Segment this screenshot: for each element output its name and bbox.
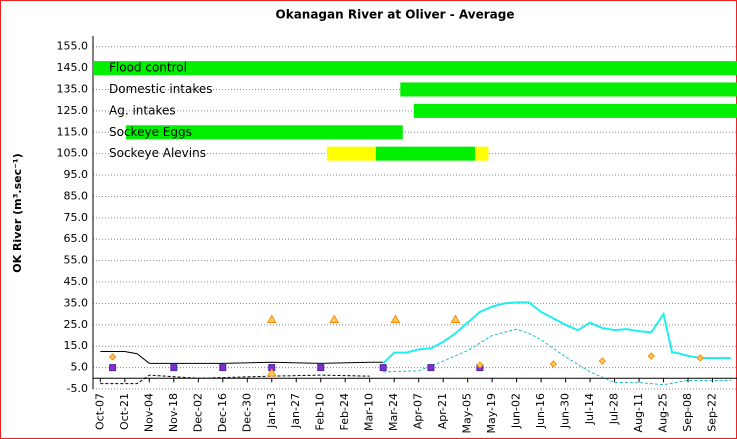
square-marker <box>219 364 227 372</box>
chart-title: Okanagan River at Oliver - Average <box>276 8 515 22</box>
line <box>382 301 731 365</box>
diamond-marker <box>696 354 704 362</box>
x-tick-label: Dec-30 <box>240 393 253 432</box>
x-tick-label: Apr-07 <box>412 393 425 429</box>
line <box>100 351 384 364</box>
line <box>100 374 370 385</box>
band-label: Ag. intakes <box>109 103 176 117</box>
x-tick-label: Jan-27 <box>289 393 302 429</box>
y-tick-label: 155.0 <box>57 40 89 53</box>
y-tick-label: -5.0 <box>67 382 88 395</box>
y-tick-label: 105.0 <box>57 147 89 160</box>
y-tick-label: 125.0 <box>57 104 89 117</box>
diamond-marker <box>549 360 558 368</box>
square-marker <box>427 364 435 372</box>
y-tick-label: 115.0 <box>57 125 89 138</box>
x-tick-label: Mar-24 <box>387 393 400 431</box>
square-marker <box>170 364 178 372</box>
x-tick-label: Aug-25 <box>657 393 670 432</box>
x-tick-label: Dec-02 <box>191 393 204 432</box>
x-tick-label: Jan-13 <box>265 393 278 429</box>
y-tick-label: 75.0 <box>64 211 89 224</box>
y-tick-label: 55.0 <box>64 254 89 267</box>
y-tick-label: 35.0 <box>64 296 89 309</box>
x-tick-label: Sep-22 <box>706 393 719 432</box>
x-tick-label: May-05 <box>461 393 474 434</box>
x-tick-label: Jun-30 <box>559 393 572 429</box>
x-tick-label: Apr-21 <box>436 393 449 429</box>
band-label: Domestic intakes <box>109 82 213 96</box>
x-tick-label: Feb-10 <box>314 393 327 430</box>
x-tick-label: Jul-28 <box>608 393 621 425</box>
y-tick-label: 135.0 <box>57 82 89 95</box>
x-tick-label: Nov-04 <box>142 393 155 432</box>
band-bar <box>375 146 475 161</box>
x-tick-label: Dec-16 <box>216 393 229 432</box>
band-bar <box>400 82 737 97</box>
band-bar <box>474 146 489 161</box>
x-tick-label: Jul-14 <box>583 393 596 425</box>
x-tick-label: Mar-10 <box>363 393 376 431</box>
diamond-marker <box>476 361 484 369</box>
x-tick-label: Jun-16 <box>534 393 547 429</box>
x-tick-label: Oct-07 <box>93 393 106 430</box>
y-tick-label: 85.0 <box>64 189 89 202</box>
x-tick-label: Nov-18 <box>167 393 180 432</box>
square-marker <box>109 364 117 372</box>
y-tick-label: 5.0 <box>71 361 89 374</box>
x-tick-label: May-19 <box>485 393 498 434</box>
y-tick-label: 95.0 <box>64 168 89 181</box>
band-bar <box>413 103 737 118</box>
band-bar <box>326 146 376 161</box>
square-marker <box>379 364 387 372</box>
band-bar <box>93 61 737 76</box>
x-tick-label: Jun-02 <box>510 393 523 429</box>
y-tick-label: 45.0 <box>64 275 89 288</box>
diamond-marker <box>108 353 117 361</box>
band-label: Flood control <box>109 61 187 75</box>
y-tick-label: 15.0 <box>64 339 89 352</box>
band-label: Sockeye Alevins <box>109 146 206 160</box>
band-bar <box>126 125 403 140</box>
diamond-marker <box>598 357 607 365</box>
triangle-marker <box>266 367 277 377</box>
triangle-marker <box>390 314 401 323</box>
square-marker <box>317 364 325 372</box>
x-tick-label: Feb-24 <box>338 393 351 430</box>
x-tick-label: Aug-11 <box>632 393 645 432</box>
triangle-marker <box>450 314 461 323</box>
y-axis-label: OK River (m³.sec⁻¹) <box>11 153 24 273</box>
band-label: Sockeye Eggs <box>109 125 192 139</box>
y-tick-label: 145.0 <box>57 61 89 74</box>
triangle-marker <box>266 314 277 323</box>
diamond-marker <box>647 352 656 360</box>
x-tick-label: Sep-08 <box>681 393 694 432</box>
triangle-marker <box>329 314 340 323</box>
y-tick-label: 65.0 <box>64 232 89 245</box>
line <box>383 328 731 386</box>
x-tick-label: Oct-21 <box>118 393 131 430</box>
y-tick-label: 25.0 <box>64 318 89 331</box>
